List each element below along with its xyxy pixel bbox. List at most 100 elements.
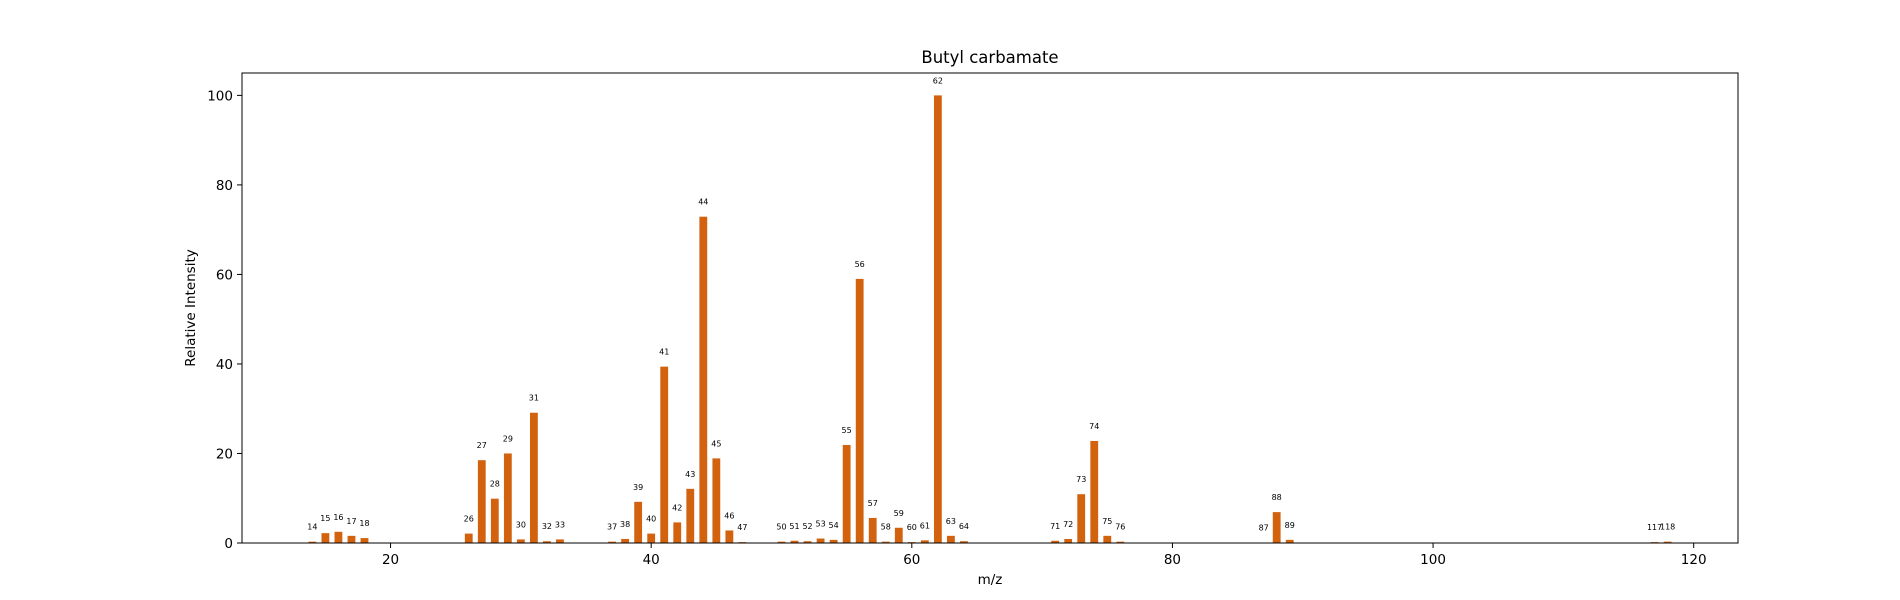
bar	[334, 531, 343, 543]
peak-label: 42	[672, 503, 682, 512]
bar	[360, 538, 369, 543]
bar	[490, 498, 499, 543]
peak-label: 29	[503, 434, 513, 443]
peak-label: 53	[815, 520, 825, 529]
peak-label: 73	[1076, 475, 1086, 484]
chart-title: Butyl carbamate	[921, 48, 1058, 67]
bar	[816, 538, 825, 543]
bar	[686, 488, 695, 543]
peak-label: 31	[529, 394, 539, 403]
bar	[556, 539, 564, 543]
peak-label: 72	[1063, 520, 1073, 529]
bar	[608, 541, 616, 543]
bars-layer	[308, 95, 1672, 544]
x-tick-label: 40	[643, 552, 660, 568]
peak-label: 58	[881, 523, 891, 532]
y-tick-label: 0	[224, 536, 233, 552]
peak-label: 76	[1115, 523, 1125, 532]
bar	[543, 541, 551, 543]
peak-label: 56	[855, 260, 865, 269]
bar	[881, 541, 890, 543]
bar	[712, 458, 721, 543]
bar	[803, 541, 812, 543]
peak-label: 38	[620, 520, 630, 529]
bar	[673, 522, 682, 543]
peak-label: 89	[1285, 521, 1295, 530]
y-axis-label: Relative Intensity	[183, 249, 199, 367]
peak-label: 64	[959, 522, 969, 531]
bar	[321, 533, 330, 543]
bar	[503, 453, 512, 543]
bar	[868, 517, 877, 543]
peak-label: 59	[894, 509, 904, 518]
peak-label: 44	[698, 198, 708, 207]
bar	[842, 444, 851, 543]
peak-label: 75	[1102, 517, 1112, 526]
peak-label: 74	[1089, 422, 1099, 431]
bar	[1077, 494, 1086, 543]
x-axis-ticks: 20 40 60 80 100 120	[382, 543, 1707, 568]
peak-label: 57	[868, 499, 878, 508]
peak-label: 15	[320, 514, 330, 523]
bar	[933, 95, 942, 543]
bar	[477, 460, 486, 543]
peak-label: 14	[307, 523, 317, 532]
bar	[1090, 440, 1099, 543]
peak-label: 52	[802, 522, 812, 531]
peak-label: 16	[333, 513, 343, 522]
peak-label: 62	[933, 76, 943, 85]
peak-label: 50	[776, 523, 786, 532]
y-axis-ticks: 0 20 40 60 80 100	[207, 88, 242, 552]
peak-label: 88	[1272, 493, 1282, 502]
bar	[829, 539, 838, 543]
bar	[1285, 539, 1294, 543]
bar	[1116, 541, 1125, 543]
bar	[308, 541, 317, 543]
peak-label: 33	[555, 520, 565, 529]
peak-label: 63	[946, 517, 956, 526]
peak-label: 55	[842, 426, 852, 435]
peak-label: 46	[724, 511, 734, 520]
bar	[660, 366, 669, 543]
bar	[1103, 535, 1112, 543]
peak-label: 18	[359, 519, 369, 528]
peak-label: 30	[516, 520, 526, 529]
peak-label: 60	[907, 523, 917, 532]
bar	[1064, 538, 1073, 543]
peak-label: 117	[1647, 523, 1662, 532]
peak-label: 45	[711, 439, 721, 448]
peak-label: 39	[633, 483, 643, 492]
y-tick-label: 40	[216, 357, 233, 373]
peak-label: 87	[1259, 524, 1269, 533]
peak-label: 41	[659, 348, 669, 357]
bar	[855, 278, 864, 543]
peak-label: 32	[542, 522, 552, 531]
bar	[464, 533, 473, 543]
peak-label: 37	[607, 523, 617, 532]
bar	[647, 533, 656, 543]
y-tick-label: 100	[207, 88, 233, 104]
y-tick-label: 20	[216, 446, 233, 462]
peak-label: 40	[646, 515, 656, 524]
peak-label: 71	[1050, 522, 1060, 531]
bar	[529, 412, 538, 543]
x-tick-label: 100	[1420, 552, 1446, 568]
peak-label: 47	[737, 523, 747, 532]
peak-label: 43	[685, 470, 695, 479]
bar	[1272, 512, 1281, 543]
peak-label: 54	[829, 521, 839, 530]
x-tick-label: 80	[1164, 552, 1181, 568]
peak-label: 26	[464, 515, 474, 524]
y-tick-label: 60	[216, 267, 233, 283]
bar	[699, 216, 708, 543]
peak-label: 51	[789, 522, 799, 531]
peak-label: 61	[920, 521, 930, 530]
bar	[621, 538, 630, 543]
y-tick-label: 80	[216, 178, 233, 194]
bar	[946, 535, 955, 543]
peak-label: 17	[346, 517, 356, 526]
plot-frame	[241, 72, 1739, 544]
bar	[1663, 541, 1672, 543]
